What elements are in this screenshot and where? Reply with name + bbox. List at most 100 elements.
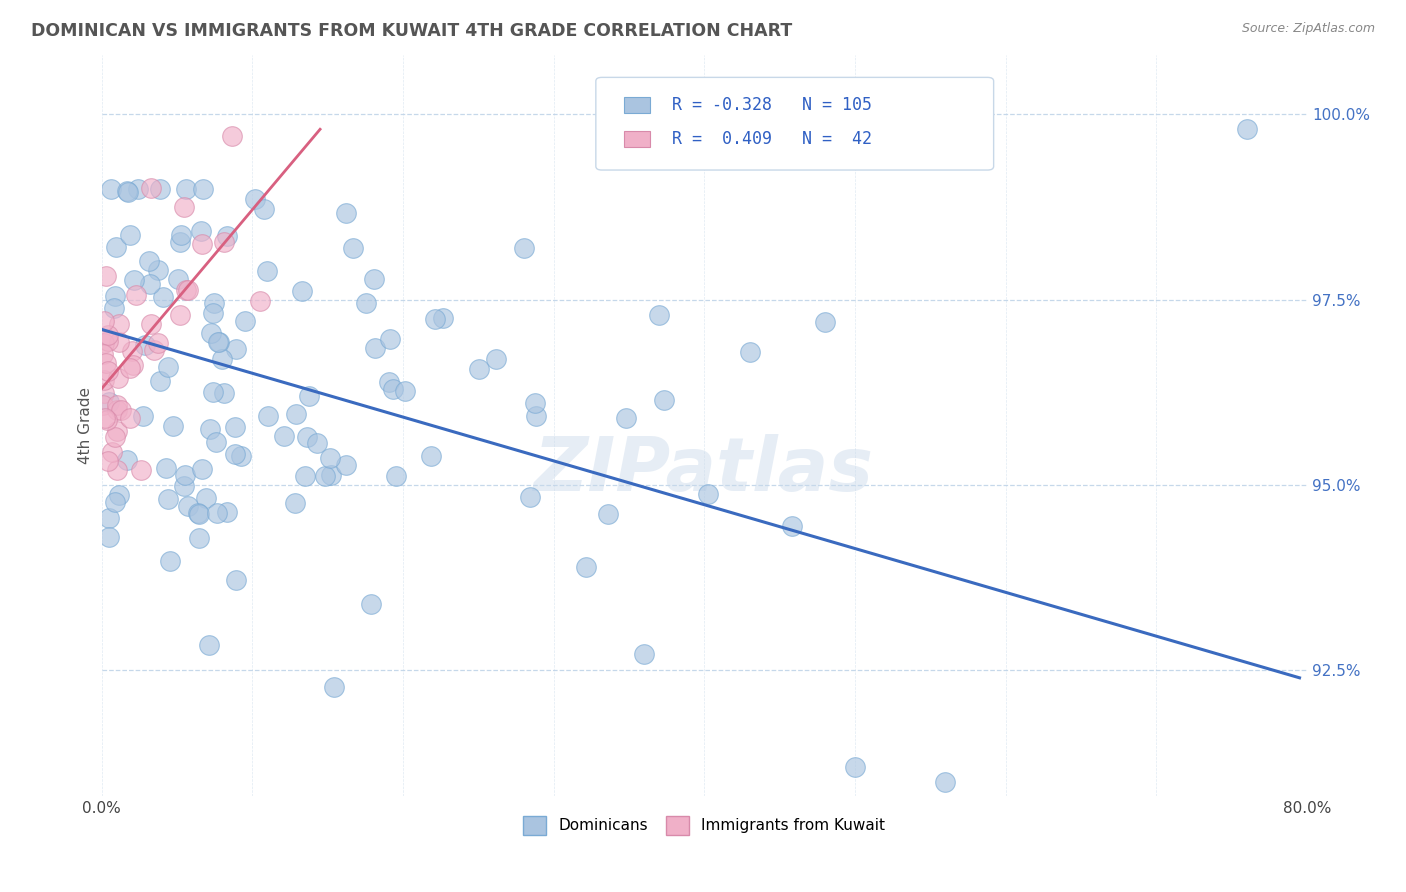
Point bbox=[105, 463, 128, 477]
Point bbox=[125, 287, 148, 301]
Point bbox=[305, 436, 328, 450]
Point bbox=[143, 343, 166, 357]
Text: DOMINICAN VS IMMIGRANTS FROM KUWAIT 4TH GRADE CORRELATION CHART: DOMINICAN VS IMMIGRANTS FROM KUWAIT 4TH … bbox=[31, 22, 792, 40]
Point bbox=[94, 410, 117, 425]
Point bbox=[273, 428, 295, 442]
Point bbox=[696, 487, 718, 501]
Point bbox=[93, 385, 115, 400]
Y-axis label: 4th Grade: 4th Grade bbox=[79, 387, 93, 464]
Point bbox=[253, 202, 276, 216]
Point bbox=[97, 328, 120, 343]
Point bbox=[177, 283, 200, 297]
Point bbox=[524, 395, 547, 409]
Point bbox=[98, 511, 121, 525]
Point bbox=[202, 306, 225, 320]
Point bbox=[290, 285, 312, 299]
Point bbox=[117, 453, 139, 467]
Point bbox=[235, 314, 257, 328]
Point bbox=[201, 385, 224, 400]
Point bbox=[217, 228, 239, 243]
Point bbox=[295, 430, 318, 444]
Point bbox=[256, 409, 278, 423]
Point bbox=[120, 411, 142, 425]
Point bbox=[91, 398, 114, 412]
Point bbox=[146, 263, 169, 277]
Point bbox=[467, 361, 489, 376]
Point bbox=[103, 301, 125, 315]
Point bbox=[170, 228, 193, 243]
Point bbox=[149, 181, 172, 195]
Point bbox=[231, 449, 253, 463]
Bar bbox=[624, 131, 650, 147]
Point bbox=[207, 334, 229, 349]
Point bbox=[127, 181, 149, 195]
Text: ZIPatlas: ZIPatlas bbox=[534, 434, 875, 507]
Point bbox=[124, 273, 146, 287]
Point bbox=[780, 519, 803, 533]
Point bbox=[108, 488, 131, 502]
Point bbox=[174, 467, 197, 482]
Point bbox=[139, 277, 162, 292]
Point bbox=[159, 554, 181, 568]
Point bbox=[205, 506, 228, 520]
Point bbox=[174, 181, 197, 195]
Point bbox=[105, 398, 128, 412]
Point bbox=[121, 358, 143, 372]
Point bbox=[934, 774, 956, 789]
Point bbox=[120, 228, 142, 243]
Point bbox=[378, 375, 401, 389]
Point bbox=[93, 314, 115, 328]
Point bbox=[298, 389, 321, 403]
Point bbox=[294, 469, 316, 483]
Point bbox=[738, 344, 761, 359]
Point bbox=[105, 403, 128, 417]
Point bbox=[356, 295, 378, 310]
Point bbox=[512, 241, 534, 255]
Point bbox=[96, 413, 118, 427]
Point bbox=[208, 334, 231, 349]
Point bbox=[200, 422, 222, 436]
Point bbox=[174, 283, 197, 297]
Point bbox=[394, 384, 416, 399]
Point bbox=[129, 463, 152, 477]
Point bbox=[98, 395, 121, 409]
Point bbox=[93, 336, 115, 351]
Point bbox=[200, 326, 222, 340]
Point bbox=[225, 573, 247, 587]
Point bbox=[110, 402, 132, 417]
Point bbox=[1236, 122, 1258, 136]
Point bbox=[225, 342, 247, 356]
Point bbox=[596, 508, 619, 522]
Point bbox=[141, 318, 163, 332]
Point bbox=[108, 335, 131, 350]
Point bbox=[97, 334, 120, 348]
Point bbox=[166, 271, 188, 285]
Point bbox=[148, 336, 170, 351]
Point bbox=[224, 420, 246, 434]
Point bbox=[423, 312, 446, 326]
Point bbox=[221, 128, 243, 143]
Point bbox=[169, 308, 191, 322]
Point bbox=[162, 419, 184, 434]
Point bbox=[524, 409, 547, 423]
Point bbox=[101, 445, 124, 459]
Point bbox=[844, 760, 866, 774]
Point bbox=[652, 393, 675, 408]
Point bbox=[385, 469, 408, 483]
Point bbox=[105, 424, 128, 438]
Point bbox=[245, 192, 267, 206]
Legend: Dominicans, Immigrants from Kuwait: Dominicans, Immigrants from Kuwait bbox=[517, 810, 891, 840]
Point bbox=[187, 531, 209, 545]
Point bbox=[382, 383, 405, 397]
Text: Source: ZipAtlas.com: Source: ZipAtlas.com bbox=[1241, 22, 1375, 36]
Point bbox=[190, 224, 212, 238]
Point bbox=[152, 290, 174, 304]
Point bbox=[191, 181, 214, 195]
Point bbox=[104, 430, 127, 444]
Point bbox=[157, 492, 180, 507]
Point bbox=[360, 597, 382, 611]
Point bbox=[149, 374, 172, 388]
Point bbox=[314, 468, 336, 483]
Point bbox=[335, 206, 357, 220]
Point bbox=[202, 295, 225, 310]
